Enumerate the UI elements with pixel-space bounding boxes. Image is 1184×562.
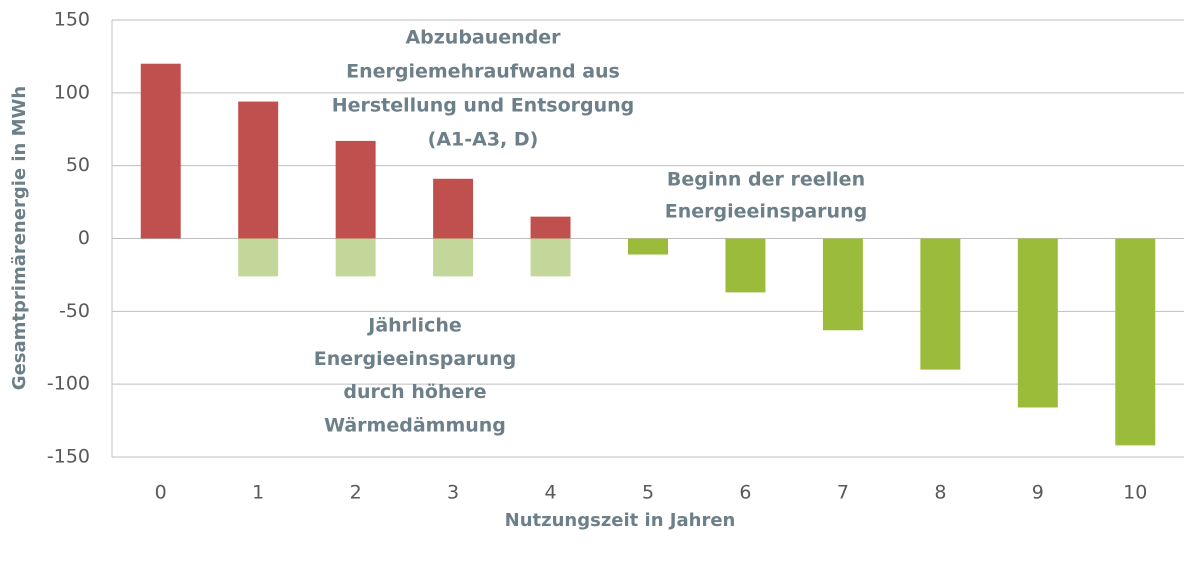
x-tick-label: 2	[350, 482, 362, 504]
x-tick-label: 5	[642, 482, 654, 504]
bar	[628, 238, 668, 255]
y-tick-label: 50	[66, 154, 90, 176]
x-axis-label: Nutzungszeit in Jahren	[505, 510, 736, 531]
bar	[335, 238, 376, 277]
y-tick-label: 100	[54, 81, 90, 103]
bar	[433, 238, 474, 277]
bar	[1115, 238, 1156, 446]
bar	[433, 178, 474, 239]
annotation: durch höhere	[343, 381, 486, 403]
bar	[238, 101, 279, 239]
bar	[530, 216, 571, 239]
x-tick-label: 10	[1123, 482, 1147, 504]
y-tick-label: 150	[54, 9, 90, 31]
annotation: Energieeinsparung	[314, 348, 516, 370]
x-tick-label: 6	[739, 482, 751, 504]
bar	[530, 238, 571, 277]
y-axis-label: Gesamtprimärenergie in MWh	[9, 86, 30, 390]
x-tick-label: 7	[837, 482, 849, 504]
y-tick-label: -150	[47, 446, 90, 468]
bar	[822, 238, 863, 331]
x-tick-label: 0	[155, 482, 167, 504]
y-tick-label: -50	[59, 300, 90, 322]
x-tick-label: 3	[447, 482, 459, 504]
y-tick-label: 0	[78, 227, 90, 249]
bar	[140, 63, 181, 239]
y-tick-label: -100	[47, 373, 90, 395]
x-tick-label: 9	[1032, 482, 1044, 504]
annotation: (A1-A3, D)	[428, 129, 539, 151]
x-tick-label: 4	[544, 482, 556, 504]
annotation: Wärmedämmung	[324, 414, 506, 436]
annotation: Herstellung und Entsorgung	[332, 95, 635, 117]
annotation: Jährliche	[366, 315, 462, 337]
bar	[335, 140, 376, 239]
bar	[920, 238, 961, 370]
bar	[238, 238, 279, 277]
annotation: Abzubauender	[405, 27, 561, 49]
annotation: Energiemehraufwand aus	[346, 61, 620, 83]
annotation: Energieeinsparung	[665, 201, 867, 223]
bar	[725, 238, 766, 293]
x-tick-label: 8	[934, 482, 946, 504]
annotation: Beginn der reellen	[667, 169, 865, 191]
bar	[1017, 238, 1058, 408]
x-tick-label: 1	[252, 482, 264, 504]
